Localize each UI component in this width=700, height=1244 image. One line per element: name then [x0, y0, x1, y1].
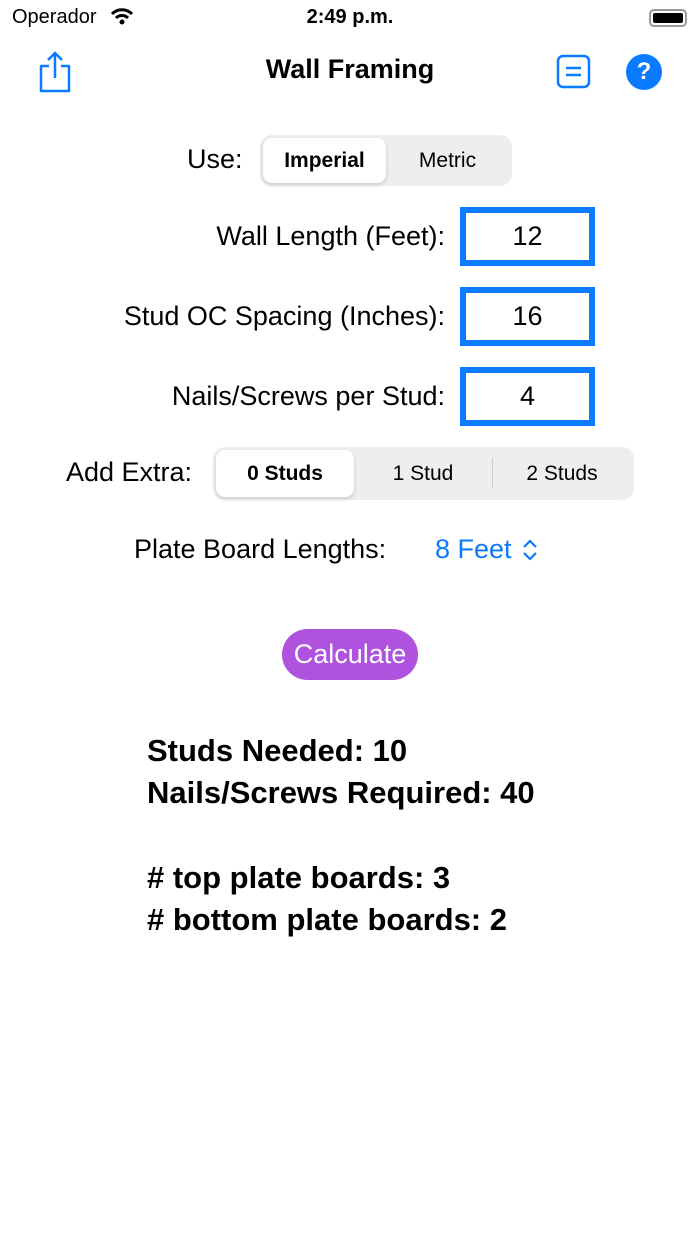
spacing-input[interactable]: 16 — [460, 287, 595, 346]
wall-length-label: Wall Length (Feet): — [216, 221, 445, 251]
segment-metric[interactable]: Metric — [418, 148, 477, 172]
calculate-button[interactable]: Calculate — [282, 629, 418, 680]
share-icon[interactable] — [37, 50, 73, 94]
carrier: Operador — [12, 6, 97, 28]
battery-icon — [649, 9, 687, 27]
studs-result: Studs Needed: 10 — [147, 733, 408, 768]
nails-input[interactable]: 4 — [460, 367, 595, 426]
help-icon[interactable]: ? — [626, 54, 662, 90]
bottom-plate-result: # bottom plate boards: 2 — [147, 902, 507, 937]
extra-label: Add Extra: — [66, 457, 193, 487]
segment-2-studs[interactable]: 2 Studs — [526, 461, 598, 485]
clock: 2:49 p.m. — [306, 6, 394, 28]
units-segmented-control[interactable]: Imperial Metric — [260, 135, 512, 186]
use-label: Use: — [187, 144, 243, 174]
plate-length-picker[interactable]: 8 Feet — [435, 534, 538, 565]
page-title: Wall Framing — [265, 54, 435, 84]
chevron-up-down-icon — [522, 538, 537, 561]
wifi-icon — [110, 8, 134, 25]
spacing-label: Stud OC Spacing (Inches): — [123, 301, 445, 331]
segment-imperial[interactable]: Imperial — [263, 138, 386, 183]
segment-0-studs[interactable]: 0 Studs — [216, 450, 354, 497]
plate-value: 8 Feet — [435, 534, 512, 564]
plate-label: Plate Board Lengths: — [134, 534, 387, 564]
extra-segmented-control[interactable]: 0 Studs 1 Stud 2 Studs — [213, 447, 634, 500]
segment-1-stud[interactable]: 1 Stud — [354, 458, 493, 489]
nails-result: Nails/Screws Required: 40 — [147, 775, 535, 810]
wall-length-input[interactable]: 12 — [460, 207, 595, 266]
top-plate-result: # top plate boards: 3 — [147, 860, 451, 895]
nails-label: Nails/Screws per Stud: — [171, 381, 445, 411]
list-icon[interactable] — [556, 54, 592, 90]
